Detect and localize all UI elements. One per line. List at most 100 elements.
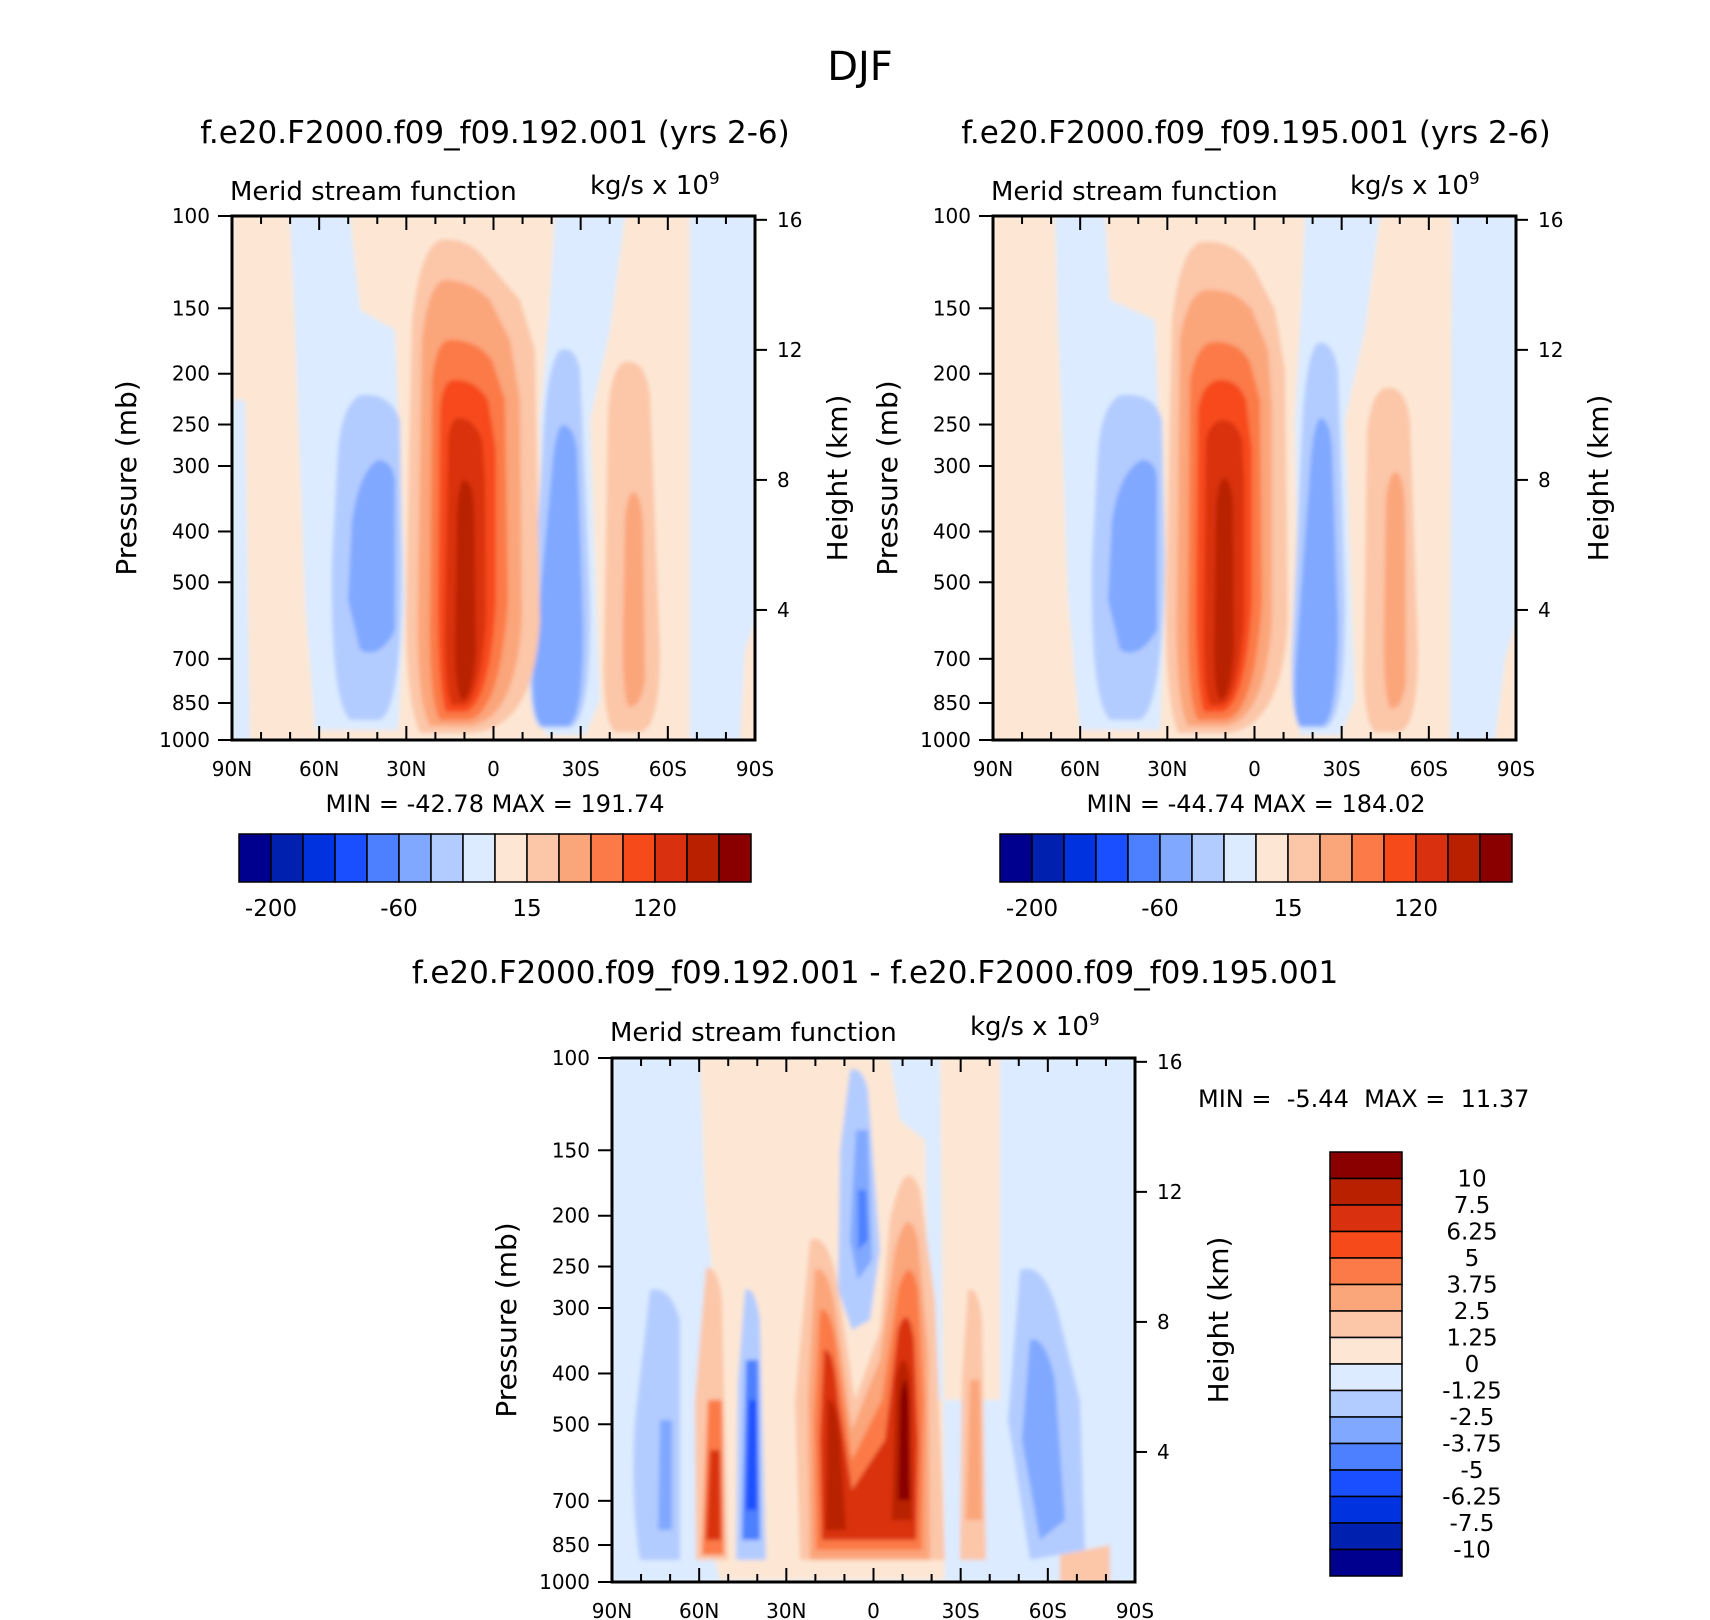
panel-right-contours (993, 216, 1516, 740)
panel-right-ylabel-right: Height (km) (1582, 395, 1615, 562)
panel-left-blue-cell-north-core (348, 460, 395, 653)
panel-right-colorbar-label: 120 (1394, 896, 1438, 922)
panel-left-colorbar-swatch (590, 833, 624, 883)
panel-right-ytick-right-label: 16 (1538, 208, 1563, 232)
panel-left-colorbar-swatch (430, 833, 464, 883)
panel-left-ytick-label: 200 (172, 362, 210, 386)
panel-right-colorbar-swatch (1319, 833, 1353, 883)
panel-left-ylabel-right: Height (km) (821, 395, 854, 562)
panel-right-ytick-label: 700 (933, 647, 971, 671)
panel-diff-pos-cell-30s-core (966, 1380, 982, 1520)
panel-left-colorbar-label: -60 (380, 896, 418, 922)
panel-left-xtick-label: 30S (562, 757, 600, 781)
panel-left-colorbar-swatch (494, 833, 528, 883)
panel-right-ytick-label: 100 (933, 204, 971, 228)
panel-right-colorbar-swatch (1031, 833, 1065, 883)
panel-diff-ytick-label: 250 (552, 1255, 590, 1279)
panel-right-ytick-label: 1000 (920, 728, 971, 752)
panel-left-xtick-label: 60S (649, 757, 687, 781)
panel-left-colorbar-swatch (558, 833, 592, 883)
panel-left-units-exp: 9 (709, 169, 720, 189)
panel-right-colorbar-swatch (1447, 833, 1481, 883)
panel-diff-y-axis: 100 150 200 250 300 400 500 700 850 1000 16 12 8 4 90N… (539, 1046, 1182, 1620)
panel-diff-colorbar-swatch (1329, 1204, 1403, 1233)
panel-diff-ytick-label: 200 (552, 1204, 590, 1228)
panel-right-colorbar-swatch (1479, 833, 1513, 883)
panel-left-run-title: f.e20.F2000.f09_f09.192.001 (yrs 2-6) (200, 115, 790, 151)
panel-right-blue-cell-north-core (1108, 460, 1157, 653)
panel-right-colorbar-swatch (1287, 833, 1321, 883)
panel-diff-colorbar-label: -10 (1453, 1538, 1491, 1564)
panel-right-colorbar-swatch (1095, 833, 1129, 883)
panel-diff-pos-max (898, 1380, 910, 1500)
panel-right-colorbar-label: -60 (1141, 896, 1179, 922)
panel-left-units: kg/s x 109 (590, 169, 720, 201)
panel-left-colorbar-swatch (686, 833, 720, 883)
panel-right-ytick-label: 400 (933, 519, 971, 543)
panel-right-colorbar-swatch (1191, 833, 1225, 883)
panel-diff-colorbar-swatch (1329, 1416, 1403, 1445)
panel-diff-xtick-label: 90N (592, 1599, 632, 1620)
panel-left-colorbar: -200 -60 15 120 (238, 833, 752, 922)
panel-right-ytick-label: 500 (933, 570, 971, 594)
panel-diff-ytick-label: 400 (552, 1361, 590, 1385)
panel-left-ytick-label: 300 (172, 454, 210, 478)
panel-diff-ytick-right-label: 16 (1157, 1050, 1182, 1074)
panel-diff-xtick-label: 60N (679, 1599, 719, 1620)
panel-diff-neg-cell-45n-peak (746, 1400, 757, 1510)
panel-diff-colorbar-label: 5 (1465, 1246, 1480, 1272)
panel-left-minmax: MIN = -42.78 MAX = 191.74 (325, 790, 664, 818)
panel-diff-xtick-label: 60S (1029, 1599, 1067, 1620)
panel-left-ytick-label: 1000 (159, 728, 210, 752)
panel-left-colorbar-swatch (718, 833, 752, 883)
panel-diff-colorbar-label: 7.5 (1454, 1193, 1491, 1219)
panel-left-blue-edge-north (232, 400, 250, 740)
panel-left-var-title: Merid stream function (230, 177, 517, 207)
panel-right-plot-area (993, 216, 1516, 740)
panel-right-colorbar-swatch (1127, 833, 1161, 883)
panel-right-colorbar-swatch (1223, 833, 1257, 883)
panel-diff-xtick-label: 90S (1116, 1599, 1154, 1620)
panel-left-red-cell-south-core (622, 492, 645, 707)
panel-diff-units-exp: 9 (1089, 1010, 1100, 1030)
panel-diff-colorbar-label: 10 (1457, 1167, 1486, 1193)
panel-left-colorbar-swatch (334, 833, 368, 883)
panel-diff-colorbar-label: -7.5 (1450, 1511, 1495, 1537)
panel-diff-colorbar-swatch (1329, 1548, 1403, 1577)
panel-right-red-cell-south-core (1383, 472, 1406, 709)
panel-diff-colorbar-swatch (1329, 1177, 1403, 1206)
panel-diff-colorbar-label: -3.75 (1442, 1432, 1502, 1458)
panel-left-ytick-label: 150 (172, 296, 210, 320)
panel-diff-ytick-label: 850 (552, 1533, 590, 1557)
panel-right-xtick-label: 0 (1248, 757, 1261, 781)
panel-left-contours (232, 216, 755, 740)
panel-left-xtick-label: 90S (736, 757, 774, 781)
panel-right-colorbar-swatch (999, 833, 1033, 883)
panel-diff-colorbar-label: 3.75 (1446, 1273, 1497, 1299)
panel-right-ytick-label: 200 (933, 362, 971, 386)
panel-diff-colorbar: 107.56.2553.752.51.250-1.25-2.5-3.75-5-6… (1329, 1151, 1502, 1577)
panel-left-ytick-label: 250 (172, 413, 210, 437)
panel-right-y-axis: 100 150 200 250 300 400 500 700 850 1000 16 12 8 4 90N… (920, 204, 1563, 781)
panel-diff-colorbar-swatch (1329, 1336, 1403, 1365)
panel-left-xtick-label: 60N (299, 757, 339, 781)
panel-right-xtick-label: 30S (1323, 757, 1361, 781)
panel-right-xtick-label: 60N (1060, 757, 1100, 781)
panel-diff-colorbar-label: 2.5 (1454, 1299, 1491, 1325)
panel-right-ytick-label: 250 (933, 413, 971, 437)
panel-right-units-exp: 9 (1469, 169, 1480, 189)
panel-left-colorbar-label: 120 (633, 896, 677, 922)
panel-right-colorbar-swatch (1159, 833, 1193, 883)
panel-left-ytick-right-label: 12 (777, 338, 802, 362)
panel-diff-units-base: kg/s x 10 (970, 1012, 1089, 1042)
panel-diff-colorbar-swatch (1329, 1389, 1403, 1418)
panel-right-colorbar-swatch (1415, 833, 1449, 883)
panel-right-xtick-label: 60S (1410, 757, 1448, 781)
panel-diff-ytick-right-label: 8 (1157, 1310, 1170, 1334)
panel-diff-colorbar-swatch (1329, 1230, 1403, 1259)
panel-diff-pos-south-edge (1060, 1545, 1110, 1582)
panel-diff-colorbar-label: -1.25 (1442, 1379, 1502, 1405)
panel-diff-colorbar-swatch (1329, 1257, 1403, 1286)
panel-right-colorbar-label: -200 (1006, 896, 1058, 922)
